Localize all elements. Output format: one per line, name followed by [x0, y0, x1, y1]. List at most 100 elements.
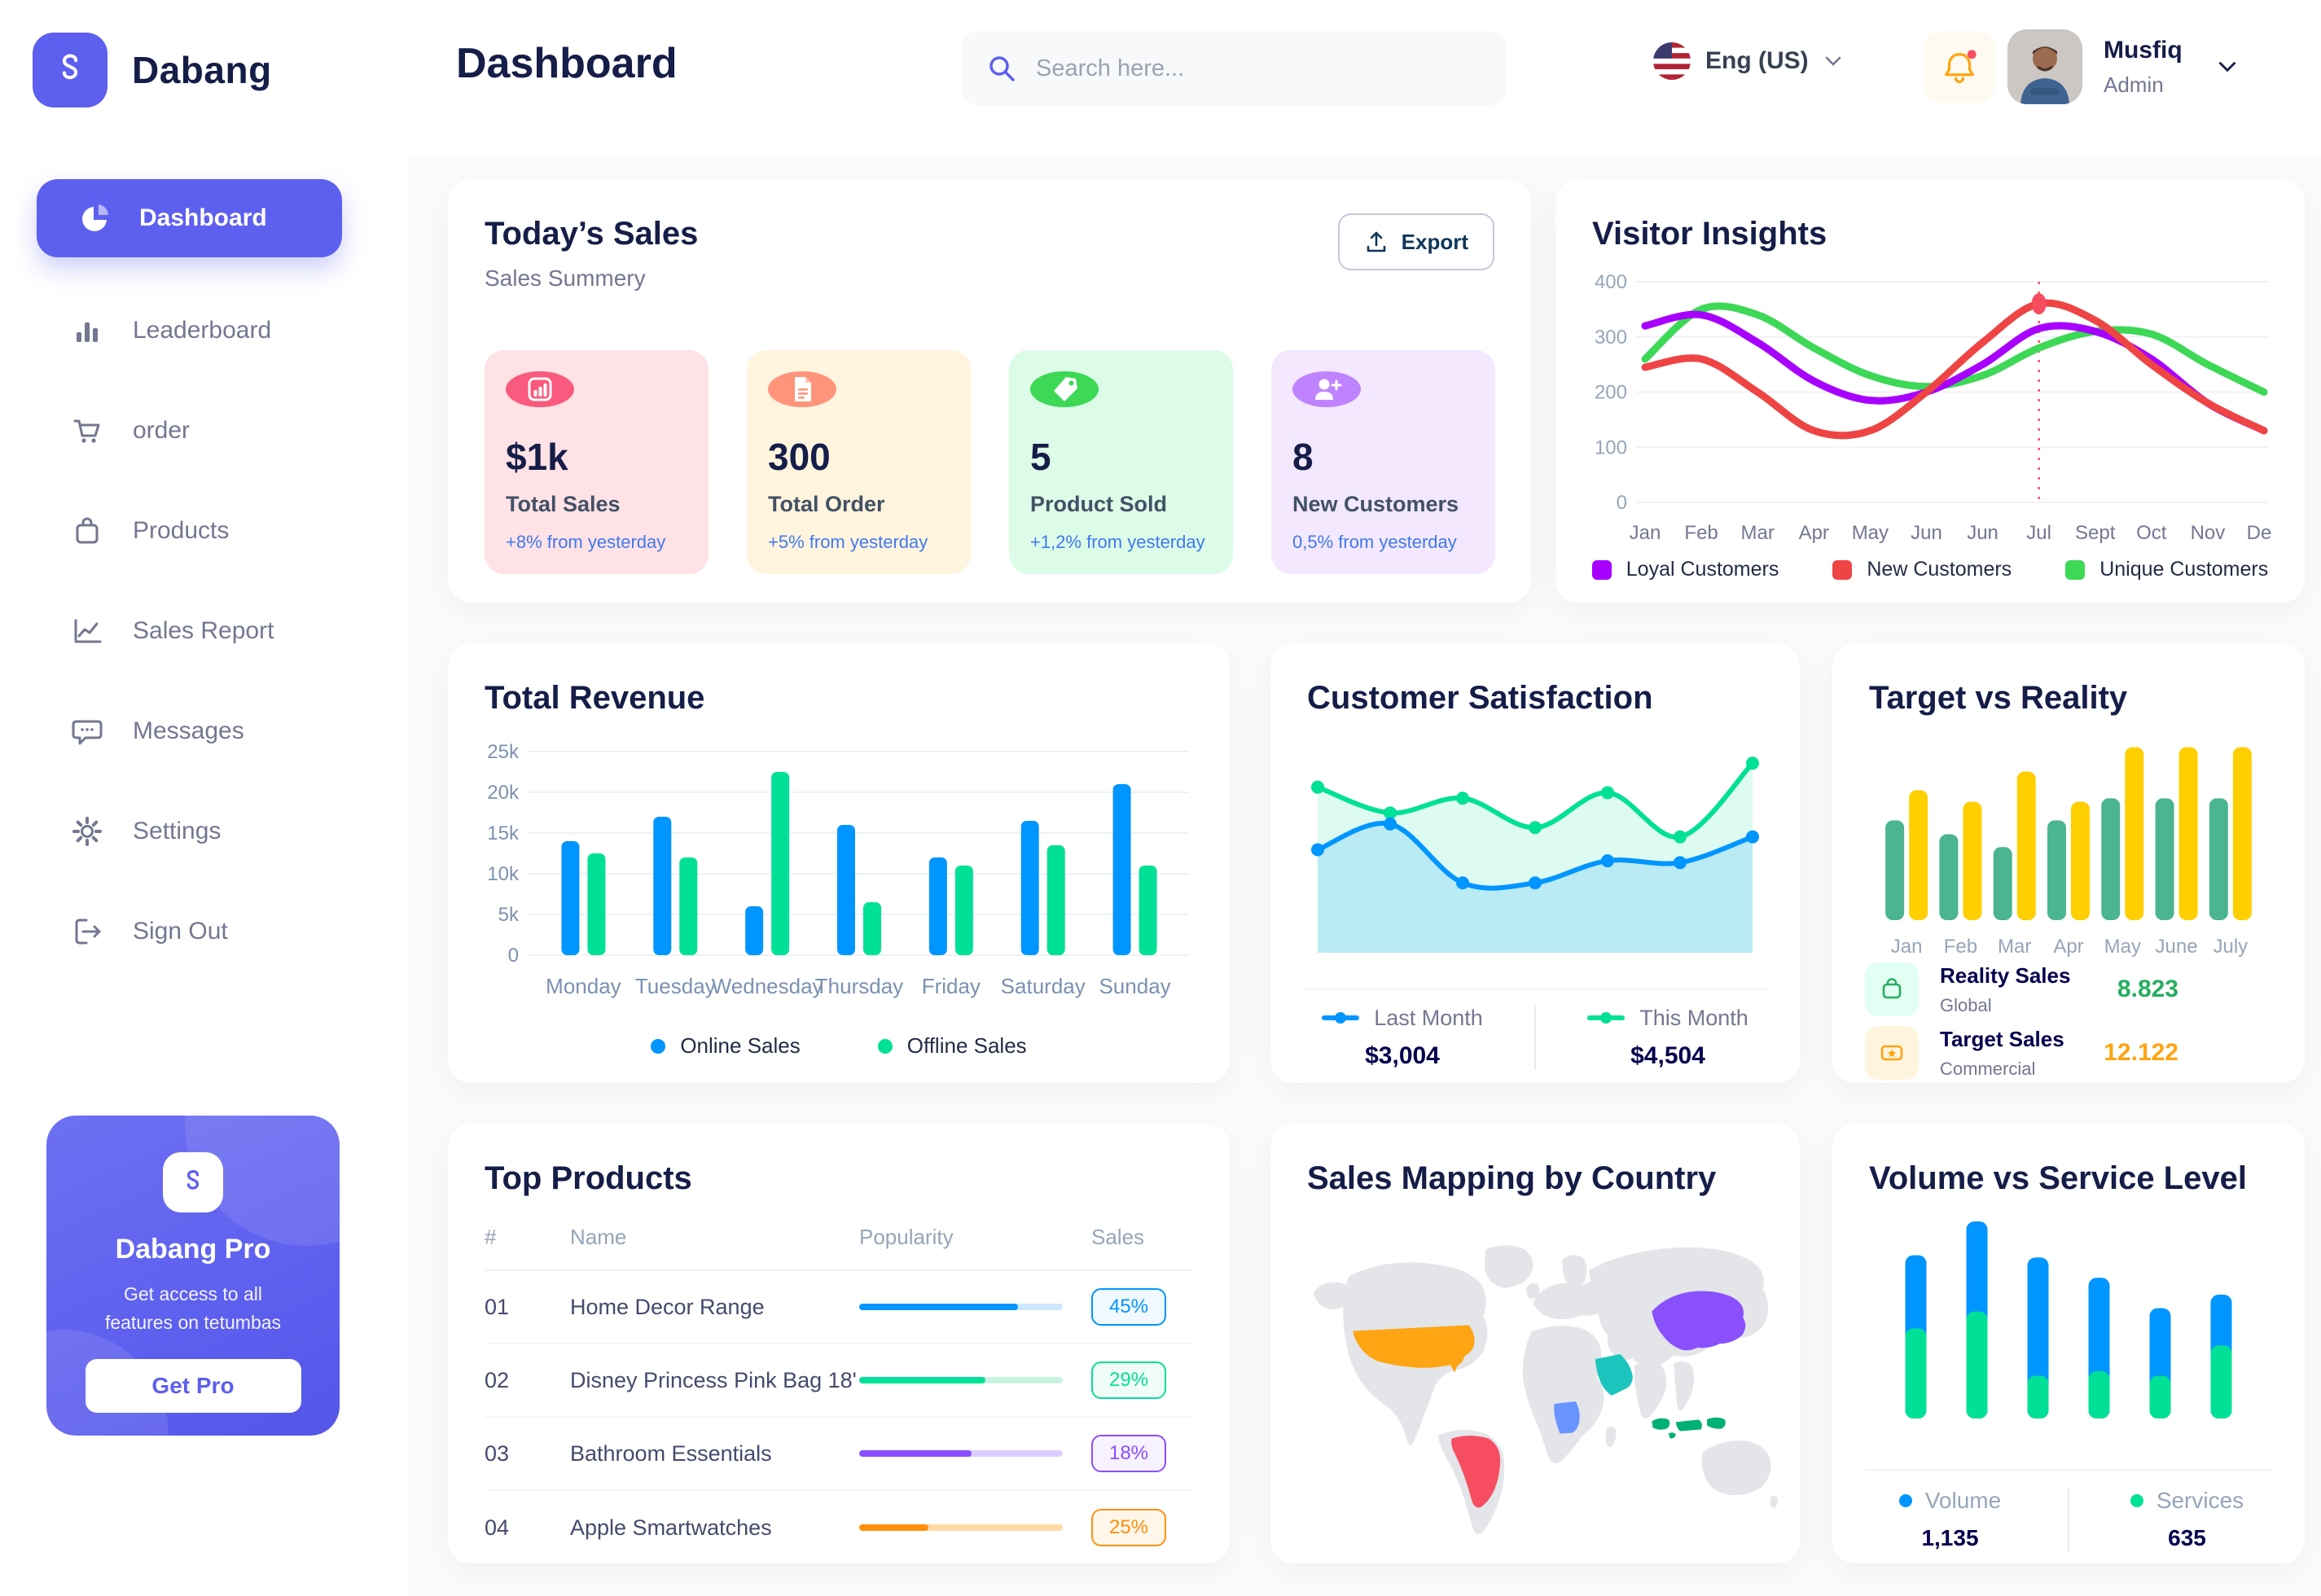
reality-sales-sub: Global: [1940, 994, 1992, 1015]
language-selector[interactable]: Eng (US): [1653, 42, 1843, 80]
visitor-insights-chart: 0 100 200 300 400 Jan Feb Mar Apr May Jun Jun Jul Sep…: [1588, 270, 2281, 555]
customer-satisfaction-title: Customer Satisfaction: [1307, 680, 1653, 716]
pro-card-subtitle: Get access to all features on tetumbas: [104, 1283, 282, 1333]
svg-text:10k: 10k: [487, 863, 520, 885]
target-vs-reality-card: Target vs Reality Jan Feb Mar Apr May June Jul…: [1832, 643, 2305, 1083]
svg-text:0: 0: [508, 945, 519, 967]
sales-badge: 18%: [1091, 1435, 1166, 1472]
todays-sales-title: Today’s Sales: [485, 216, 699, 252]
language-label: Eng (US): [1705, 47, 1809, 74]
table-row: 03 Bathroom Essentials 18%: [485, 1418, 1193, 1491]
svg-text:400: 400: [1595, 271, 1627, 293]
sidebar-item-leaderboard[interactable]: Leaderboard: [0, 280, 407, 380]
table-row: 01 Home Decor Range 45%: [485, 1271, 1193, 1344]
sidebar-item-dashboard[interactable]: Dashboard: [37, 179, 342, 257]
sidebar-item-settings[interactable]: Settings: [0, 781, 407, 881]
svg-text:25k: 25k: [487, 741, 520, 763]
sales-badge: 45%: [1091, 1288, 1166, 1326]
top-products-title: Top Products: [485, 1160, 692, 1196]
sidebar-item-label: Messages: [133, 717, 244, 744]
shopping-bag-icon: [1865, 962, 1919, 1016]
sidebar-item-label: Sales Report: [133, 616, 274, 644]
last-month-total: $3,004: [1365, 1041, 1440, 1069]
visitor-insights-title: Visitor Insights: [1592, 216, 1827, 252]
sidebar-item-label: Products: [133, 516, 230, 544]
svg-text:Tuesday: Tuesday: [635, 974, 716, 998]
svg-text:Wednesday: Wednesday: [712, 974, 823, 998]
brand-name: Dabang: [132, 49, 272, 91]
map-land: [1313, 1245, 1778, 1534]
bell-icon: [1945, 50, 1977, 84]
stat-card-total-sales: $1k Total Sales +8% from yesterday: [485, 350, 709, 574]
customer-satisfaction-chart: [1303, 743, 1767, 964]
svg-text:Friday: Friday: [922, 974, 981, 998]
popularity-bar: [859, 1377, 1063, 1383]
stat-label: Total Sales: [506, 492, 621, 516]
sidebar-item-sales-report[interactable]: Sales Report: [0, 581, 407, 681]
stat-value: 8: [1292, 436, 1314, 478]
search-box: [961, 31, 1507, 106]
legend-item: Loyal Customers: [1591, 558, 1779, 581]
legend-swatch: [2065, 559, 2086, 580]
svg-text:Sept: Sept: [2075, 522, 2116, 544]
sidebar-nav: Dashboard Leaderboard order Products: [0, 179, 407, 981]
avatar: [2007, 29, 2082, 104]
sidebar-item-order[interactable]: order: [0, 380, 407, 480]
sidebar-item-sign-out[interactable]: Sign Out: [0, 881, 407, 981]
svg-text:Apr: Apr: [2053, 936, 2083, 958]
stat-delta: +8% from yesterday: [506, 532, 666, 552]
svg-text:Sunday: Sunday: [1099, 974, 1170, 998]
total-revenue-chart: 0 5k 10k 15k 20k 25k Monday Tuesday Wednesday Thu…: [476, 739, 1201, 1016]
target-vs-reality-title: Target vs Reality: [1869, 680, 2128, 716]
price-tag-icon: [1030, 371, 1099, 407]
bar-chart-icon: [69, 313, 105, 349]
svg-text:Saturday: Saturday: [1001, 974, 1086, 998]
total-revenue-title: Total Revenue: [485, 680, 705, 716]
us-flag-icon: [1653, 42, 1691, 80]
get-pro-button[interactable]: Get Pro: [85, 1359, 301, 1413]
target-sales-value: 12.122: [2104, 1039, 2178, 1066]
world-map: [1291, 1215, 1779, 1545]
stat-value: 5: [1030, 436, 1051, 478]
sidebar-item-label: Leaderboard: [133, 316, 272, 344]
legend-dot: [651, 1038, 666, 1054]
stat-value: 300: [768, 436, 831, 478]
page-title: Dashboard: [456, 40, 678, 87]
stat-card-total-order: 300 Total Order +5% from yesterday: [747, 350, 971, 574]
legend-last-month: Last Month $3,004: [1270, 1006, 1534, 1070]
chevron-down-icon: [2217, 59, 2238, 74]
sales-badge: 29%: [1091, 1361, 1166, 1399]
legend-dot: [2130, 1494, 2143, 1507]
table-header: # Name Popularity Sales: [485, 1225, 1193, 1271]
notifications-button[interactable]: [1924, 31, 1995, 103]
svg-text:Thursday: Thursday: [815, 974, 903, 998]
sidebar-item-label: Dashboard: [139, 204, 267, 231]
stat-value: $1k: [506, 436, 568, 478]
sidebar-item-products[interactable]: Products: [0, 480, 407, 581]
user-menu[interactable]: Musfiq Admin: [2007, 29, 2238, 104]
target-vs-reality-chart: Jan Feb Mar Apr May June July: [1865, 725, 2272, 969]
popularity-bar: [859, 1524, 1063, 1531]
sign-out-icon: [69, 914, 105, 949]
reality-sales-value: 8.823: [2117, 976, 2178, 1002]
divider: [2068, 1487, 2069, 1552]
svg-text:May: May: [1852, 522, 1889, 544]
export-icon: [1364, 230, 1389, 254]
sales-badge: 25%: [1091, 1509, 1166, 1546]
svg-text:Jun: Jun: [1911, 522, 1942, 544]
stat-delta: 0,5% from yesterday: [1292, 532, 1457, 552]
reality-sales-summary: Reality Sales Global 8.823: [1865, 962, 2268, 1016]
sidebar-item-label: Sign Out: [133, 917, 228, 945]
sidebar-item-messages[interactable]: Messages: [0, 681, 407, 781]
brand[interactable]: Dabang: [0, 0, 407, 107]
export-button[interactable]: Export: [1337, 213, 1494, 270]
svg-text:Jul: Jul: [2026, 522, 2051, 544]
svg-text:300: 300: [1595, 327, 1627, 349]
sales-chart-icon: [506, 371, 574, 407]
divider: [1865, 1469, 2272, 1471]
legend-item: Unique Customers: [2065, 558, 2268, 581]
ticket-icon: [1865, 1026, 1919, 1080]
legend-volume: Volume 1,135: [1832, 1488, 2068, 1551]
search-input[interactable]: [1036, 55, 1482, 82]
legend-swatch: [1591, 559, 1612, 580]
